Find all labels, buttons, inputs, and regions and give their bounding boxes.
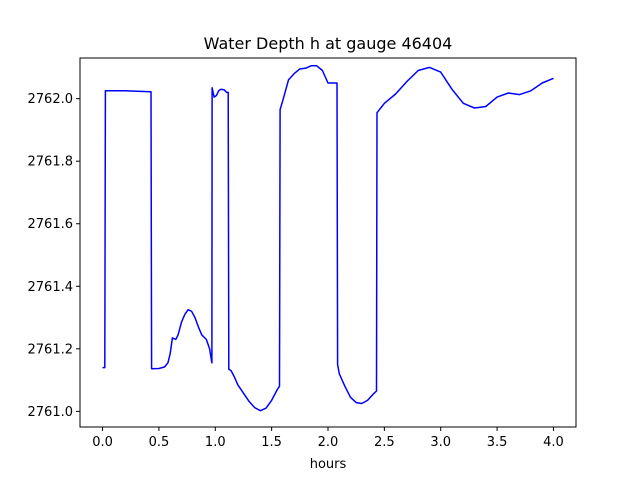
x-tick-label: 0.0	[92, 435, 113, 450]
y-tick-label: 2761.8	[28, 155, 74, 170]
x-tick-label: 2.0	[318, 435, 339, 450]
y-tick-label: 2762.0	[28, 92, 74, 107]
y-tick-label: 2761.4	[28, 280, 74, 295]
y-tick-label: 2761.2	[28, 342, 74, 357]
x-tick-label: 3.0	[430, 435, 451, 450]
chart-title: Water Depth h at gauge 46404	[204, 34, 453, 53]
series-line-0	[102, 65, 554, 412]
x-tick-label: 4.0	[543, 435, 564, 450]
y-tick-label: 2761.0	[28, 405, 74, 420]
y-tick-label: 2761.6	[28, 217, 74, 232]
x-tick-label: 3.5	[487, 435, 508, 450]
plot-area: 0.0 0.5 1.0 1.5 2.0 2.5 3.0 3.5 4.0 2761.0 2761.2 2…	[28, 57, 577, 450]
x-tick-label: 0.5	[149, 435, 170, 450]
x-tick-label: 1.0	[205, 435, 226, 450]
plot-frame	[79, 57, 577, 428]
x-tick-label: 1.5	[261, 435, 282, 450]
x-tick-label: 2.5	[374, 435, 395, 450]
x-axis-label: hours	[310, 457, 347, 472]
